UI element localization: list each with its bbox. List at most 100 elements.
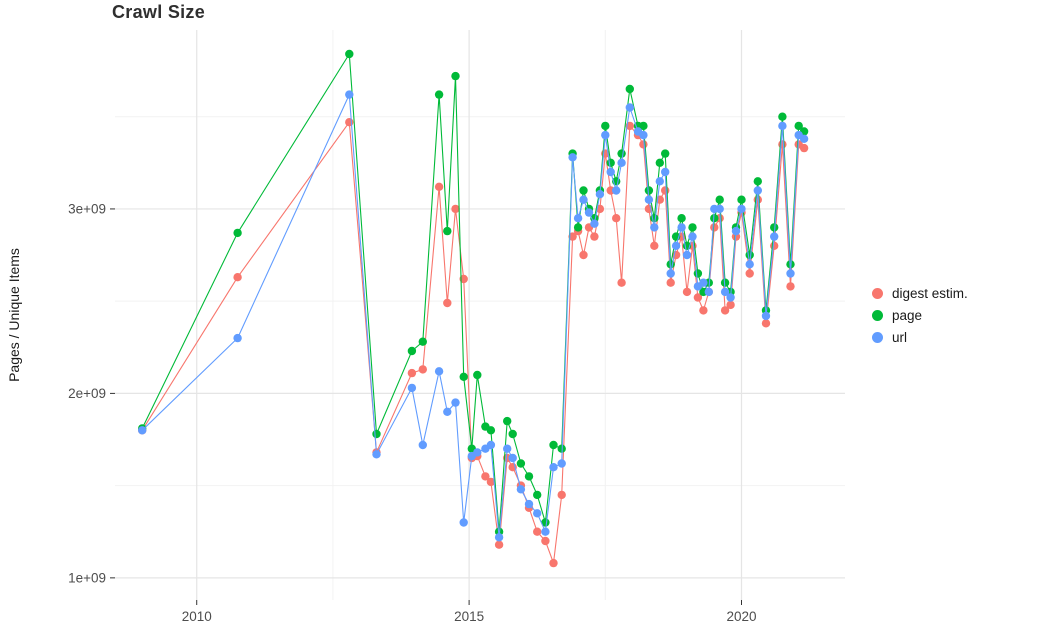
data-point [595, 190, 605, 199]
data-point [655, 177, 664, 186]
data-point [541, 527, 550, 536]
data-point [524, 499, 534, 509]
x-tick-label: 2020 [726, 609, 756, 624]
data-point [778, 140, 787, 149]
legend-label: digest estim. [892, 286, 968, 301]
data-point [451, 71, 460, 81]
data-point [494, 533, 504, 542]
data-point [443, 298, 452, 308]
data-point [770, 241, 779, 250]
data-point [443, 226, 452, 236]
data-point [233, 273, 242, 282]
data-point [601, 121, 610, 131]
data-point [573, 223, 583, 232]
data-point [533, 490, 542, 500]
data-point [639, 130, 648, 140]
legend-label: page [892, 308, 923, 323]
data-point [473, 448, 482, 457]
data-point [704, 287, 713, 297]
data-point [699, 278, 708, 287]
data-point [233, 333, 242, 343]
y-tick-label: 3e+09 [68, 201, 106, 216]
data-point [617, 278, 626, 287]
data-point [443, 407, 452, 416]
data-point [661, 149, 670, 158]
data-point [494, 540, 504, 549]
plot-area: 2010 2015 2020 1e+09 2e+09 3e+09 [68, 30, 845, 624]
data-point [606, 167, 615, 177]
series-line-url [141, 94, 805, 538]
data-point [573, 214, 583, 223]
data-point [345, 90, 354, 99]
data-point [533, 509, 542, 518]
data-point [451, 398, 460, 407]
data-point [606, 158, 615, 167]
data-point [737, 204, 746, 214]
data-point [786, 269, 795, 278]
data-point [720, 278, 730, 287]
data-point [745, 250, 754, 260]
data-point [568, 153, 577, 162]
data-point [617, 149, 626, 158]
data-point [715, 195, 724, 204]
data-point [710, 223, 719, 232]
data-point [584, 208, 594, 217]
data-point [745, 260, 754, 269]
data-point [761, 319, 771, 328]
data-point [731, 226, 741, 236]
data-point [682, 287, 692, 297]
series-digest-estim [138, 118, 809, 568]
data-point [753, 177, 762, 186]
data-point [778, 112, 787, 121]
data-point [770, 223, 779, 232]
data-point [459, 518, 468, 527]
data-point [434, 367, 444, 376]
legend: digest estim. page url [872, 286, 968, 345]
data-point [644, 195, 654, 204]
data-point [524, 472, 534, 481]
data-point [726, 293, 735, 302]
data-point [345, 49, 354, 59]
y-tick-label: 1e+09 [68, 570, 106, 585]
legend-key-dot [872, 310, 883, 321]
data-point [661, 167, 670, 177]
data-point [486, 426, 496, 435]
data-point [516, 459, 526, 468]
x-tick-label: 2010 [182, 609, 212, 624]
data-point [625, 84, 634, 94]
data-point [612, 186, 621, 195]
y-tick-label: 2e+09 [68, 386, 106, 401]
data-point [451, 204, 460, 214]
legend-item: page [872, 308, 968, 323]
data-point [761, 311, 771, 321]
x-tick-label: 2015 [454, 609, 484, 624]
data-point [688, 223, 697, 232]
data-point [644, 186, 654, 195]
data-point [693, 293, 703, 302]
legend-item: url [872, 330, 968, 345]
data-point [579, 195, 588, 204]
data-point [737, 195, 746, 204]
data-point [138, 426, 147, 435]
data-point [650, 214, 659, 223]
data-point [710, 214, 719, 223]
data-point [549, 463, 558, 472]
legend-item: digest estim. [872, 286, 968, 301]
data-point [666, 269, 675, 278]
data-point [715, 204, 724, 214]
data-point [557, 490, 566, 500]
data-point [434, 182, 444, 191]
data-point [590, 232, 599, 241]
data-point [486, 477, 496, 487]
data-point [516, 485, 526, 494]
data-point [407, 368, 417, 378]
data-point [699, 306, 708, 315]
legend-label: url [892, 330, 908, 345]
data-point [568, 232, 577, 241]
data-point [418, 365, 427, 374]
data-point [418, 440, 427, 450]
data-point [508, 429, 517, 439]
data-point [407, 346, 417, 356]
data-point [671, 241, 681, 250]
data-point [473, 370, 482, 380]
